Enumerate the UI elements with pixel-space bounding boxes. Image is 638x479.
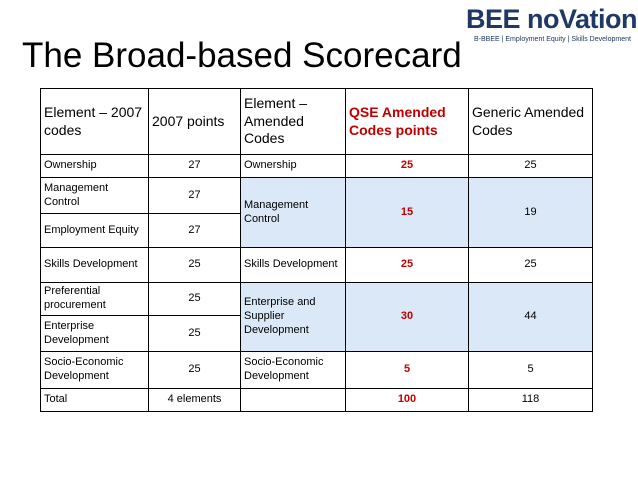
cell: 100 <box>345 388 469 412</box>
cell: 44 <box>468 282 593 352</box>
cell: Employment Equity <box>40 213 149 248</box>
cell: Socio-Economic Development <box>240 351 346 389</box>
scorecard-table: Element – 2007 codes 2007 points Element… <box>40 88 593 412</box>
tagline: B-BBEE | Employment Equity | Skills Deve… <box>474 36 631 43</box>
cell: 27 <box>148 177 241 214</box>
cell <box>240 388 346 412</box>
cell: Ownership <box>40 154 149 178</box>
column-header: 2007 points <box>148 88 241 155</box>
cell: 25 <box>468 247 593 283</box>
cell: 30 <box>345 282 469 352</box>
cell: 15 <box>345 177 469 248</box>
cell: 25 <box>148 247 241 283</box>
logo: BEE noVation <box>466 4 638 34</box>
column-header: Element – 2007 codes <box>40 88 149 155</box>
cell: Enterprise and Supplier Development <box>240 282 346 352</box>
cell: 25 <box>148 351 241 389</box>
cell: Skills Development <box>40 247 149 283</box>
cell: 25 <box>345 154 469 178</box>
cell: 25 <box>148 282 241 316</box>
cell: Management Control <box>240 177 346 248</box>
column-header: Generic Amended Codes <box>468 88 593 155</box>
cell: 4 elements <box>148 388 241 412</box>
cell: Total <box>40 388 149 412</box>
cell: Management Control <box>40 177 149 214</box>
cell: 19 <box>468 177 593 248</box>
cell: Ownership <box>240 154 346 178</box>
cell: 5 <box>345 351 469 389</box>
cell: 5 <box>468 351 593 389</box>
cell: 27 <box>148 213 241 248</box>
cell: 25 <box>345 247 469 283</box>
cell: 25 <box>148 315 241 352</box>
cell: 118 <box>468 388 593 412</box>
column-header: QSE Amended Codes points <box>345 88 469 155</box>
cell: Enterprise Development <box>40 315 149 352</box>
column-header: Element – Amended Codes <box>240 88 346 155</box>
cell: 27 <box>148 154 241 178</box>
cell: Socio-Economic Development <box>40 351 149 389</box>
slide-title: The Broad-based Scorecard <box>22 36 462 75</box>
cell: Preferential procurement <box>40 282 149 316</box>
cell: 25 <box>468 154 593 178</box>
cell: Skills Development <box>240 247 346 283</box>
